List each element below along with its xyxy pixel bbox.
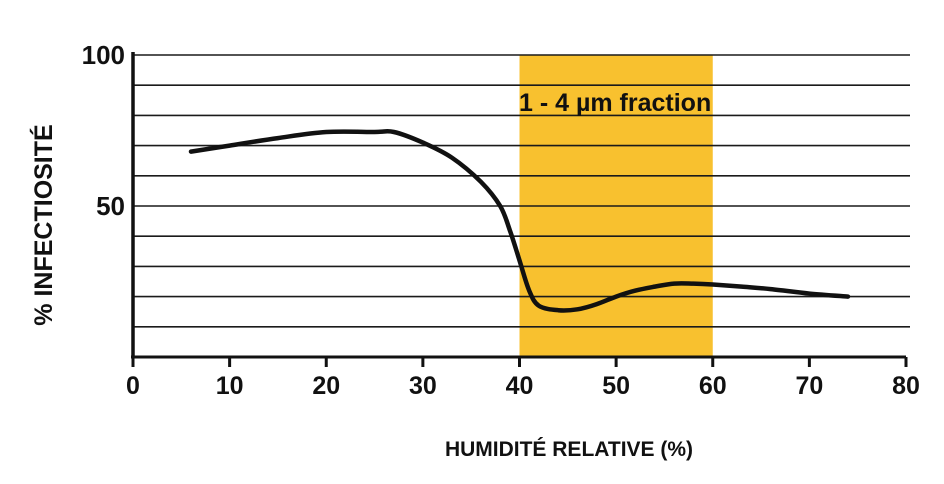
x-tick-label-70: 70	[795, 372, 823, 400]
x-tick-label-10: 10	[216, 372, 244, 400]
x-tick-label-50: 50	[602, 372, 630, 400]
x-tick-label-30: 30	[409, 372, 437, 400]
x-tick-label-40: 40	[506, 372, 534, 400]
x-tick-label-60: 60	[699, 372, 727, 400]
x-tick-label-0: 0	[126, 372, 140, 400]
x-axis-label: HUMIDITÉ RELATIVE (%)	[445, 438, 693, 461]
axis-layer	[131, 52, 908, 367]
y-axis-label: % INFECTIOSITÉ	[29, 124, 58, 325]
tick-label-layer: 0 10 20 30 40 50 60 70 80 50 100	[82, 40, 920, 400]
y-tick-label-100: 100	[82, 40, 125, 70]
band-annotation: 1 - 4 µm fraction	[519, 89, 711, 117]
x-tick-label-80: 80	[892, 372, 920, 400]
y-tick-label-50: 50	[96, 191, 125, 221]
x-tick-label-20: 20	[312, 372, 340, 400]
series-layer	[188, 128, 851, 313]
series-line-0	[188, 128, 851, 313]
